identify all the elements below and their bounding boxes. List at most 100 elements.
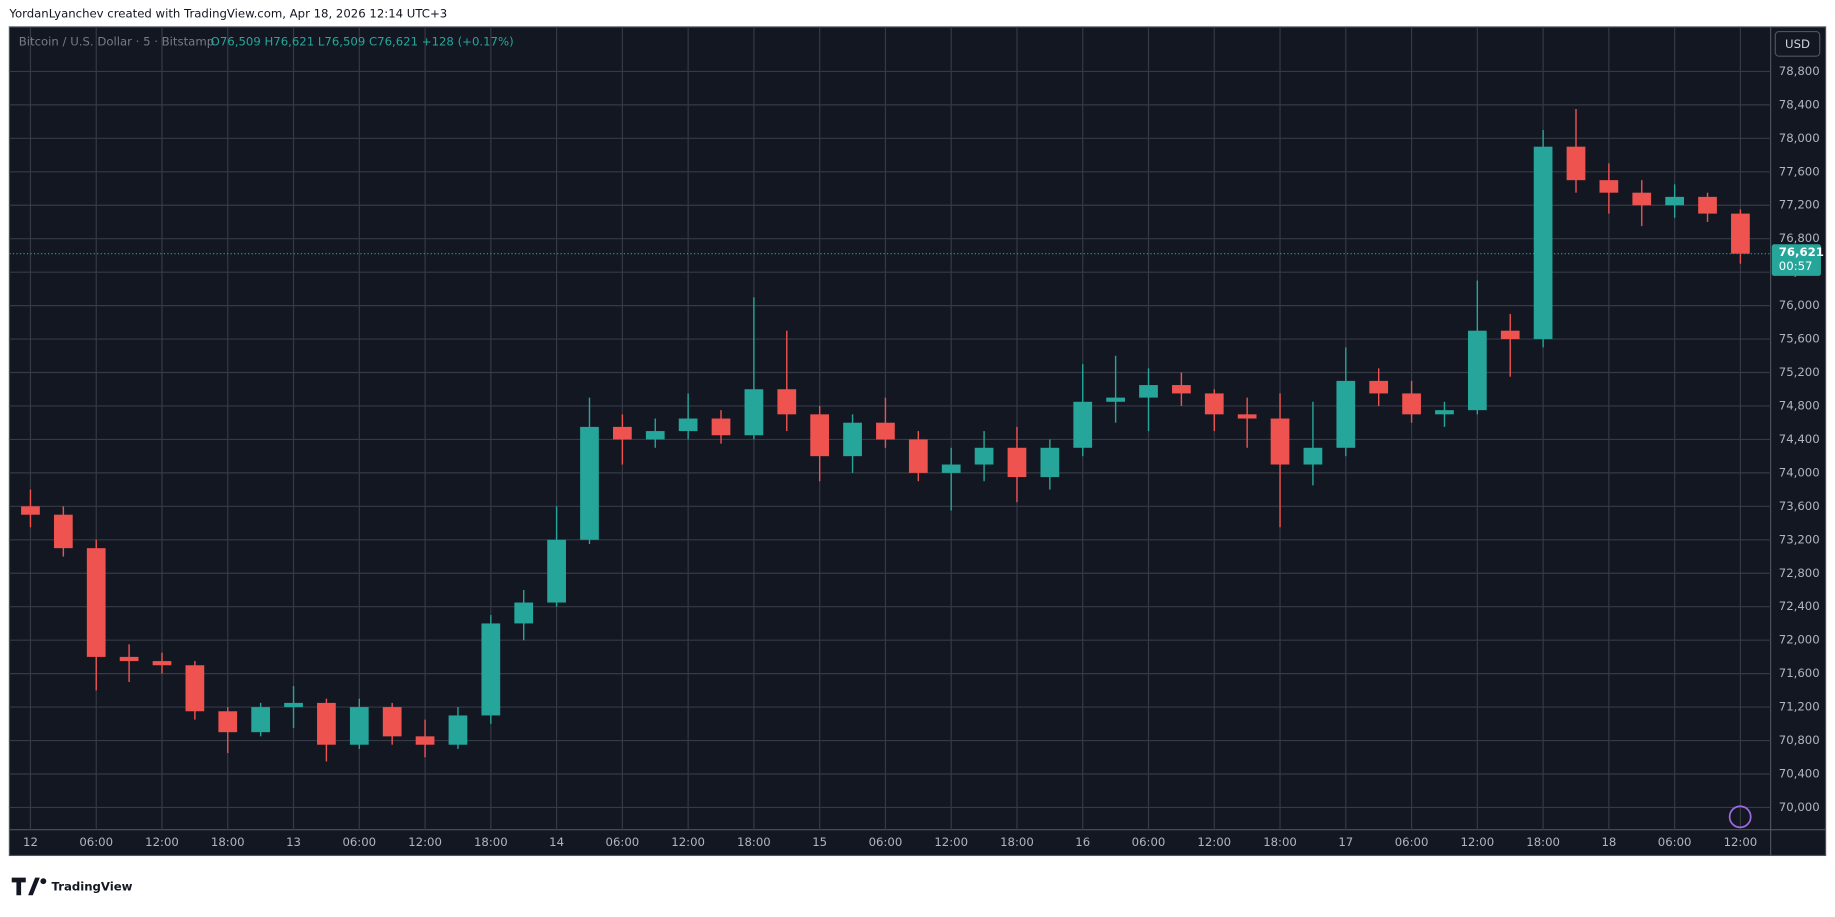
candle-body — [1698, 196, 1717, 214]
logo-icon — [11, 877, 40, 896]
x-tick-label: 17 — [1338, 835, 1353, 849]
candle-body — [1172, 385, 1191, 394]
candle-body — [53, 514, 73, 549]
x-tick-label: 06:00 — [1132, 835, 1166, 849]
candle-body — [1369, 380, 1389, 394]
candle-body — [218, 711, 238, 733]
candle-body — [152, 661, 172, 666]
y-tick-label: 78,800 — [1779, 64, 1820, 78]
candle-body — [1139, 385, 1158, 398]
y-tick-label: 77,600 — [1779, 164, 1820, 178]
x-tick-label: 06:00 — [79, 835, 113, 849]
candle-body — [908, 439, 928, 473]
candle-body — [1007, 447, 1027, 478]
x-tick-label: 18 — [1601, 835, 1616, 849]
candle-body — [744, 389, 764, 436]
candle-body — [1237, 414, 1257, 419]
brand-logo — [11, 877, 47, 896]
y-tick-label: 75,600 — [1779, 332, 1820, 346]
y-tick-label: 71,600 — [1779, 666, 1820, 680]
x-tick-label: 12:00 — [934, 835, 968, 849]
candle-body — [547, 539, 566, 603]
candle-body — [974, 447, 994, 465]
x-tick-label: 15 — [812, 835, 827, 849]
y-tick-label: 70,400 — [1779, 766, 1820, 780]
candle-body — [613, 426, 632, 440]
x-tick-label: 12:00 — [1724, 835, 1758, 849]
x-tick-label: 12:00 — [671, 835, 705, 849]
y-tick-label: 76,800 — [1779, 231, 1820, 245]
candle-body — [382, 707, 402, 737]
candle-body — [1040, 447, 1060, 478]
candle-body — [645, 431, 665, 440]
candle-body — [317, 702, 336, 745]
axis-labels: 70,000 70,400 70,800 71,200 71,600 72,000 72,4… — [23, 64, 1824, 849]
candle-body — [119, 656, 139, 662]
x-tick-label: 14 — [549, 835, 564, 849]
y-tick-label: 73,200 — [1779, 532, 1820, 546]
last-price-box — [1771, 244, 1821, 276]
y-tick-label: 77,200 — [1779, 198, 1820, 212]
x-tick-label: 18:00 — [1000, 835, 1034, 849]
symbol: Bitcoin / U.S. Dollar · 5 · Bitstamp — [19, 35, 214, 49]
candle-body — [810, 414, 830, 457]
x-tick-label: 12:00 — [1197, 835, 1231, 849]
x-tick-label: 18:00 — [1263, 835, 1297, 849]
x-tick-label: 12:00 — [408, 835, 442, 849]
candle-body — [481, 623, 501, 716]
candle-body — [1336, 380, 1356, 448]
x-tick-label: 12:00 — [1460, 835, 1494, 849]
candle-body — [514, 602, 534, 624]
brand: TradingView — [52, 880, 133, 894]
candle-body — [185, 665, 205, 712]
candle-body — [448, 715, 468, 745]
candle-body — [1073, 401, 1093, 448]
candle-body — [1303, 447, 1323, 465]
candles — [9, 109, 1771, 762]
header: YordanLyanchev created with TradingView.… — [8, 7, 447, 21]
y-tick-label: 72,800 — [1779, 566, 1820, 580]
candle-body — [1566, 146, 1586, 181]
candle-body — [349, 707, 369, 745]
candle-body — [1106, 397, 1125, 402]
x-tick-label: 06:00 — [342, 835, 376, 849]
y-tick-label: 74,800 — [1779, 398, 1820, 412]
candle-body — [1599, 180, 1619, 193]
y-tick-label: 74,400 — [1779, 432, 1820, 446]
countdown: 00:57 — [1779, 259, 1813, 273]
x-tick-label: 13 — [286, 835, 301, 849]
y-tick-label: 74,000 — [1779, 465, 1820, 479]
candle-body — [678, 418, 698, 432]
x-tick-label: 18:00 — [474, 835, 508, 849]
y-tick-label: 75,200 — [1779, 365, 1820, 379]
currency-box[interactable] — [1774, 31, 1821, 57]
y-tick-label: 72,000 — [1779, 633, 1820, 647]
candle-body — [876, 422, 895, 440]
currency[interactable]: USD — [1785, 37, 1810, 51]
x-tick-label: 12 — [23, 835, 38, 849]
candle-body — [1467, 330, 1487, 411]
x-tick-label: 06:00 — [1658, 835, 1692, 849]
ohlc-legend: O76,509 H76,621 L76,509 C76,621 +128 (+0… — [211, 35, 514, 49]
candle-body — [86, 548, 106, 657]
last-price-label: 76,621 — [1779, 245, 1824, 259]
y-tick-label: 71,200 — [1779, 700, 1820, 714]
candle-body — [251, 707, 271, 733]
y-tick-label: 76,000 — [1779, 298, 1820, 312]
x-tick-label: 16 — [1075, 835, 1090, 849]
x-tick-label: 12:00 — [145, 835, 179, 849]
candle-body — [284, 702, 303, 708]
x-tick-label: 18:00 — [737, 835, 771, 849]
candle-body — [1632, 192, 1652, 206]
candle-body — [1500, 330, 1520, 340]
x-tick-label: 06:00 — [869, 835, 903, 849]
x-tick-label: 06:00 — [606, 835, 640, 849]
replay-icon[interactable] — [1728, 805, 1752, 829]
candle-body — [21, 506, 40, 515]
y-tick-label: 70,000 — [1779, 800, 1820, 814]
y-tick-label: 78,400 — [1779, 97, 1820, 111]
y-tick-label: 73,600 — [1779, 499, 1820, 513]
candle-body — [1435, 410, 1454, 415]
candle-body — [711, 418, 731, 436]
